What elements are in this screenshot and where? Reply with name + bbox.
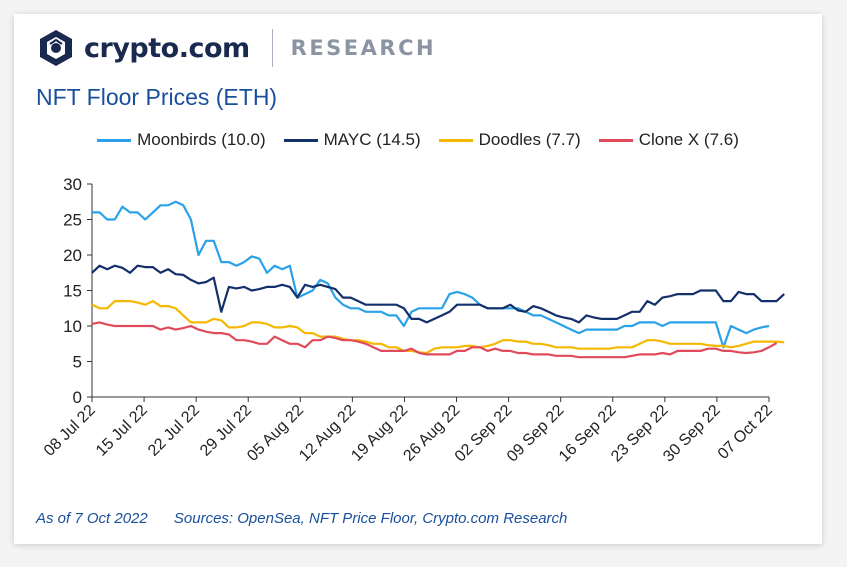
y-tick-label: 30 bbox=[63, 175, 82, 194]
series-line-3 bbox=[91, 321, 778, 359]
y-tick-label: 25 bbox=[63, 211, 82, 230]
legend-swatch bbox=[598, 138, 633, 142]
lion-shield-icon bbox=[40, 30, 72, 66]
legend-label: Moonbirds (10.0) bbox=[137, 130, 266, 149]
x-tick-label: 07 Oct 22 bbox=[715, 402, 776, 463]
series-line-2 bbox=[91, 300, 785, 355]
brand-division: RESEARCH bbox=[290, 36, 437, 60]
brand-header: crypto.com RESEARCH bbox=[36, 28, 436, 68]
brand-divider bbox=[271, 29, 273, 67]
as-of-date: As of 7 Oct 2022 bbox=[36, 510, 148, 527]
y-tick-label: 5 bbox=[73, 353, 82, 372]
legend-swatch bbox=[97, 138, 132, 142]
series-line-1 bbox=[91, 264, 785, 324]
chart-footer: As of 7 Oct 2022 Sources: OpenSea, NFT P… bbox=[36, 510, 589, 527]
sources-note: Sources: OpenSea, NFT Price Floor, Crypt… bbox=[173, 510, 568, 527]
y-tick-label: 15 bbox=[63, 282, 82, 301]
legend-item-mayc: MAYC (14.5) bbox=[283, 130, 421, 150]
y-tick-label: 20 bbox=[63, 246, 82, 265]
x-tick-label: 15 Jul 22 bbox=[93, 402, 151, 460]
x-tick-label: 08 Jul 22 bbox=[41, 402, 99, 460]
x-tick-label: 30 Sep 22 bbox=[660, 402, 724, 466]
legend-item-clonex: Clone X (7.6) bbox=[598, 130, 739, 150]
legend-label: Clone X (7.6) bbox=[638, 130, 739, 149]
x-tick-label: 22 Jul 22 bbox=[145, 402, 203, 460]
series-line-0 bbox=[92, 200, 770, 349]
legend-label: MAYC (14.5) bbox=[323, 130, 421, 149]
brand-name: crypto.com bbox=[84, 32, 250, 64]
legend-label: Doodles (7.7) bbox=[478, 130, 581, 149]
legend-swatch bbox=[283, 138, 318, 142]
y-tick-label: 0 bbox=[73, 388, 82, 407]
legend-item-moonbirds: Moonbirds (10.0) bbox=[97, 130, 266, 150]
chart-card: crypto.com RESEARCH NFT Floor Prices (ET… bbox=[14, 14, 822, 544]
legend-swatch bbox=[438, 138, 473, 142]
chart-legend: Moonbirds (10.0) MAYC (14.5) Doodles (7.… bbox=[14, 130, 822, 150]
y-tick-label: 10 bbox=[63, 317, 82, 336]
legend-item-doodles: Doodles (7.7) bbox=[438, 130, 581, 150]
chart-title: NFT Floor Prices (ETH) bbox=[36, 84, 278, 110]
